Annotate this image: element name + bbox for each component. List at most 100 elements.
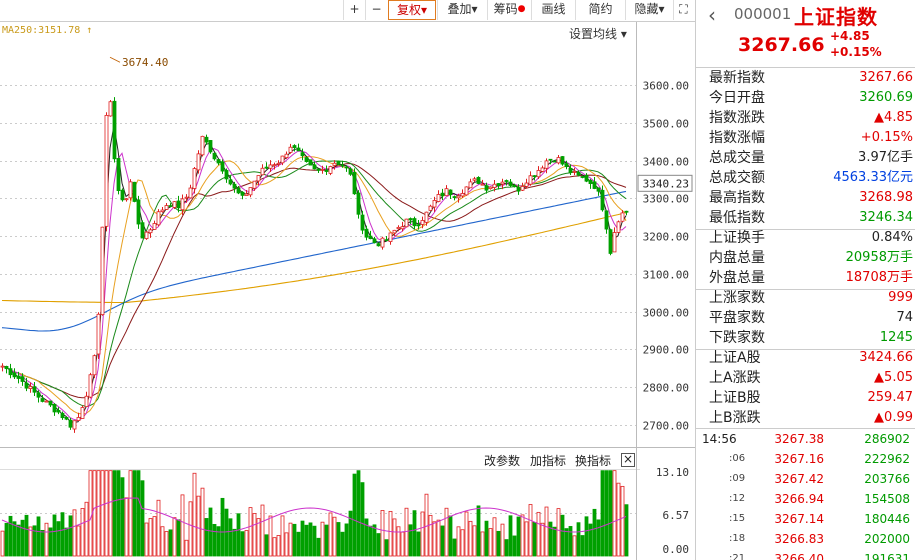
candle-body — [252, 180, 257, 189]
volume-bar — [316, 537, 321, 557]
volume-bar — [416, 531, 421, 557]
volume-bar — [620, 485, 625, 557]
tick-volume: 154508 — [864, 492, 910, 506]
candle-body — [336, 161, 341, 165]
candle-body — [264, 166, 269, 169]
candle-body — [100, 226, 105, 316]
candle-body — [504, 180, 509, 182]
volume-bar — [428, 514, 433, 557]
volume-bar — [16, 524, 21, 557]
add-indicator-button[interactable]: 加指标 — [530, 454, 567, 468]
volume-bar — [260, 504, 265, 557]
change-params-button[interactable]: 改参数 — [484, 454, 521, 468]
tick-price: 3267.42 — [774, 472, 824, 486]
volume-bar — [8, 515, 13, 557]
stat-row: 外盘总量 18708万手 — [696, 268, 915, 288]
candle-body — [612, 232, 617, 253]
volume-bar — [292, 523, 297, 557]
kline-chart[interactable]: 3600.00 3500.00 3400.00 3300.00 3200.00 3100.… — [0, 0, 695, 560]
close-indicator-icon[interactable]: × — [621, 452, 635, 467]
volume-bar — [112, 470, 117, 557]
stat-row: 上证B股 259.47 — [696, 388, 915, 408]
back-arrow-icon[interactable]: ‹ — [708, 3, 716, 27]
candle-body — [364, 228, 369, 238]
volume-bar — [312, 525, 317, 557]
candle-body — [320, 169, 325, 171]
volume-bar — [328, 512, 333, 557]
stat-value: 74 — [896, 310, 913, 325]
zoom-out-button[interactable]: − — [365, 0, 387, 20]
volume-bar — [180, 494, 185, 557]
candle-body — [164, 205, 169, 210]
candle-body — [380, 237, 385, 248]
fuquan-button[interactable]: 复权▾ — [388, 0, 436, 20]
stat-value: 3267.66 — [859, 70, 913, 85]
candle-body — [368, 235, 373, 240]
volume-ma-line — [1, 497, 627, 533]
volume-bar — [608, 470, 613, 557]
chip-button[interactable]: 筹码● — [487, 0, 531, 20]
candle-body — [484, 185, 489, 191]
volume-bar — [460, 529, 465, 557]
stat-label: 最高指数 — [709, 190, 765, 206]
volume-bar — [320, 521, 325, 557]
volume-bar — [172, 517, 177, 557]
volume-bar — [204, 518, 209, 557]
candle-body — [196, 153, 201, 171]
volume-bar — [468, 520, 473, 557]
stat-value: 3260.69 — [859, 90, 913, 105]
volume-bar — [164, 531, 169, 557]
y-tick-label: 2900.00 — [643, 344, 689, 357]
candle-body — [244, 193, 249, 196]
set-ma-button[interactable]: 设置均线 ▾ — [569, 27, 627, 41]
volume-bar — [600, 470, 605, 557]
candle-body — [248, 187, 253, 196]
tick-time: :18 — [729, 533, 746, 544]
candle-body — [516, 187, 521, 192]
candle-body — [172, 201, 177, 208]
stat-row: 上B涨跌 ▲0.99 — [696, 408, 915, 428]
overlay-button[interactable]: 叠加▾ — [437, 0, 487, 20]
volume-bar — [308, 522, 313, 557]
simple-mode-button[interactable]: 简约 — [575, 0, 625, 20]
switch-indicator-button[interactable]: 换指标 — [575, 454, 612, 468]
candle-body — [52, 403, 57, 413]
volume-bar — [296, 531, 301, 557]
volume-bar — [244, 530, 249, 557]
stat-row: 上A涨跌 ▲5.05 — [696, 368, 915, 388]
candle-body — [236, 187, 241, 194]
candle-body — [480, 183, 485, 186]
volume-bar — [196, 495, 201, 557]
y-tick-label: 2700.00 — [643, 420, 689, 433]
candle-body — [316, 168, 321, 171]
stat-value: +0.15% — [860, 130, 913, 145]
candle-body — [64, 416, 69, 420]
y-tick-label: 3100.00 — [643, 269, 689, 282]
candle-body — [288, 146, 293, 153]
volume-bar — [184, 539, 189, 557]
draw-line-button[interactable]: 画线 — [531, 0, 575, 20]
y-tick-label: 3000.00 — [643, 307, 689, 320]
y-tick-label: 3500.00 — [643, 118, 689, 131]
tick-row: :15 3267.14 180446 — [696, 509, 915, 529]
candle-body — [256, 175, 261, 182]
candle-body — [232, 183, 237, 189]
volume-bar — [476, 505, 481, 557]
expand-icon[interactable]: ⛶ — [673, 0, 693, 20]
stat-row: 上证A股 3424.66 — [696, 348, 915, 368]
candle-body — [200, 135, 205, 156]
volume-bar — [420, 511, 425, 557]
candle-body — [132, 181, 137, 202]
candle-body — [276, 162, 281, 165]
volume-bar — [136, 470, 141, 557]
hide-button[interactable]: 隐藏▾ — [625, 0, 673, 20]
volume-bar — [252, 513, 257, 557]
volume-bar — [572, 535, 577, 557]
candle-body — [436, 194, 441, 202]
volume-bar — [200, 487, 205, 557]
candle-body — [624, 210, 629, 213]
zoom-in-button[interactable]: + — [343, 0, 365, 20]
stat-value: 1245 — [879, 330, 913, 345]
volume-bar — [400, 531, 405, 557]
volume-bar — [280, 515, 285, 557]
